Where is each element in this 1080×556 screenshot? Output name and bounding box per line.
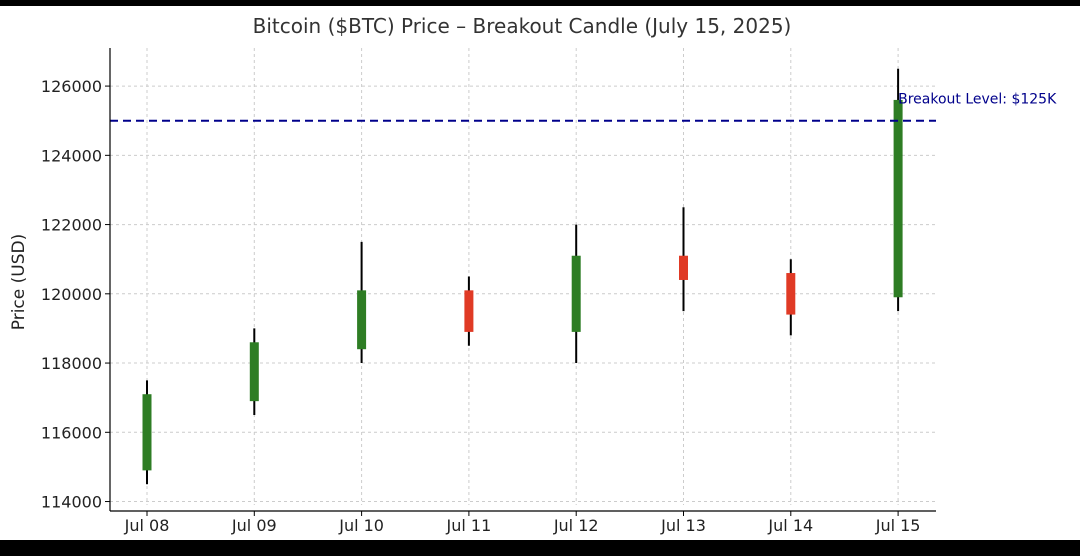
candle-body-jul-08 — [142, 394, 152, 471]
x-tick-label: Jul 15 — [875, 516, 921, 535]
candle-body-jul-10 — [357, 290, 367, 350]
tick-labels: 114000 116000 118000 120000 122000 124000 1260… — [41, 77, 921, 535]
y-tick-label: 116000 — [41, 423, 102, 442]
y-axis-label: Price (USD) — [9, 234, 29, 330]
x-tick-label: Jul 14 — [767, 516, 813, 535]
y-tick-label: 120000 — [41, 285, 102, 304]
y-tick-label: 122000 — [41, 216, 102, 235]
x-tick-label: Jul 08 — [124, 516, 170, 535]
chart-title: Bitcoin ($BTC) Price – Breakout Candle (… — [253, 14, 792, 38]
x-tick-label: Jul 12 — [553, 516, 599, 535]
y-tick-label: 118000 — [41, 354, 102, 373]
chart-canvas: Bitcoin ($BTC) Price – Breakout Candle (… — [0, 6, 1080, 540]
breakout-reference: Breakout Level: $125K — [110, 92, 1057, 122]
breakout-level-label: Breakout Level: $125K — [898, 92, 1057, 108]
candles — [142, 68, 903, 485]
candle-body-jul-14 — [786, 273, 796, 315]
y-tick-label: 124000 — [41, 146, 102, 165]
candle-body-jul-11 — [464, 290, 474, 332]
x-tick-label: Jul 11 — [446, 516, 492, 535]
candlestick-chart: Bitcoin ($BTC) Price – Breakout Candle (… — [9, 14, 1057, 535]
axes — [109, 48, 936, 512]
candle-body-jul-09 — [249, 342, 259, 402]
y-tick-label: 126000 — [41, 77, 102, 96]
x-tick-label: Jul 13 — [660, 516, 706, 535]
candle-body-jul-15 — [893, 99, 903, 298]
y-tick-label: 114000 — [41, 493, 102, 512]
candle-body-jul-13 — [679, 255, 688, 280]
candle-body-jul-12 — [571, 255, 581, 332]
x-tick-label: Jul 09 — [231, 516, 277, 535]
x-tick-label: Jul 10 — [338, 516, 384, 535]
grid — [110, 48, 936, 505]
